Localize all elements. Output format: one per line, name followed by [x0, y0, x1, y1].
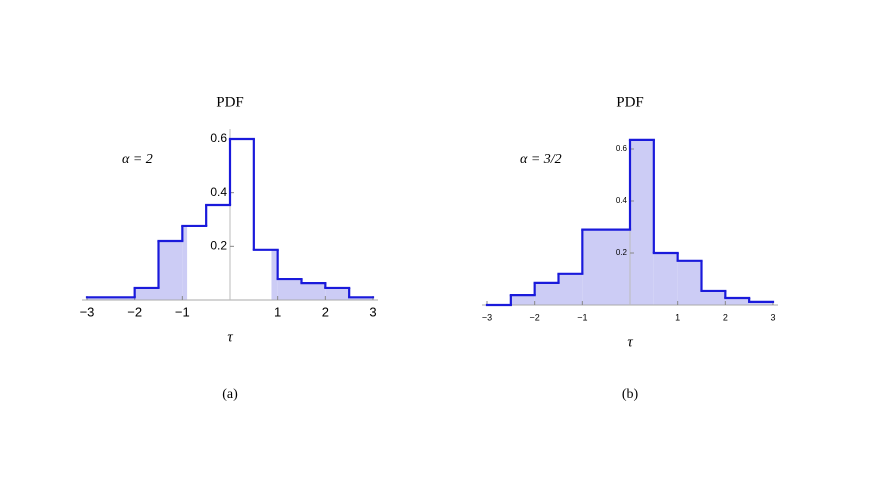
shaded-bar: [271, 249, 278, 300]
shaded-bar: [277, 279, 302, 300]
y-tick-label: 0.2: [210, 239, 227, 253]
x-tick-label: 1: [675, 312, 680, 322]
shaded-bar: [725, 297, 750, 305]
shaded-bar: [134, 287, 159, 300]
shaded-bar: [158, 240, 183, 300]
shaded-bar: [701, 290, 726, 305]
x-tick-label: −2: [530, 312, 540, 322]
x-axis-label: τ: [227, 329, 233, 345]
x-tick-label: −1: [175, 304, 190, 319]
annotation: α = 3/2: [520, 152, 562, 167]
x-tick-label: −2: [127, 304, 142, 319]
x-tick-label: −1: [577, 312, 587, 322]
shaded-bar: [534, 282, 559, 305]
x-tick-label: 2: [723, 312, 728, 322]
shaded-bar: [630, 139, 654, 305]
shaded-bar: [325, 287, 350, 300]
y-tick-label: 0.4: [210, 185, 227, 199]
shaded-bar: [582, 229, 630, 305]
chart-title: PDF: [216, 94, 244, 110]
x-tick-label: 3: [770, 312, 775, 322]
shaded-bar: [349, 297, 373, 300]
chart-title: PDF: [616, 94, 644, 110]
shaded-bar: [653, 253, 678, 305]
y-tick-label: 0.6: [616, 144, 628, 153]
y-tick-label: 0.6: [210, 131, 227, 145]
annotation: α = 2: [122, 152, 153, 167]
y-tick-label: 0.2: [616, 248, 628, 257]
y-tick-label: 0.4: [616, 196, 628, 205]
caption: (b): [622, 387, 639, 402]
shaded-bar: [182, 225, 188, 300]
x-tick-label: 2: [322, 304, 329, 319]
x-tick-label: 3: [369, 304, 376, 319]
x-tick-label: −3: [80, 304, 95, 319]
shaded-bar: [510, 295, 535, 305]
shaded-bar: [677, 260, 702, 305]
shaded-bar: [749, 301, 773, 305]
x-tick-label: 1: [274, 304, 281, 319]
shaded-bar: [558, 273, 583, 305]
caption: (a): [222, 387, 238, 402]
x-axis-label: τ: [627, 334, 633, 350]
x-tick-label: −3: [482, 312, 492, 322]
shaded-bar: [301, 283, 326, 300]
shaded-bar: [87, 297, 135, 300]
